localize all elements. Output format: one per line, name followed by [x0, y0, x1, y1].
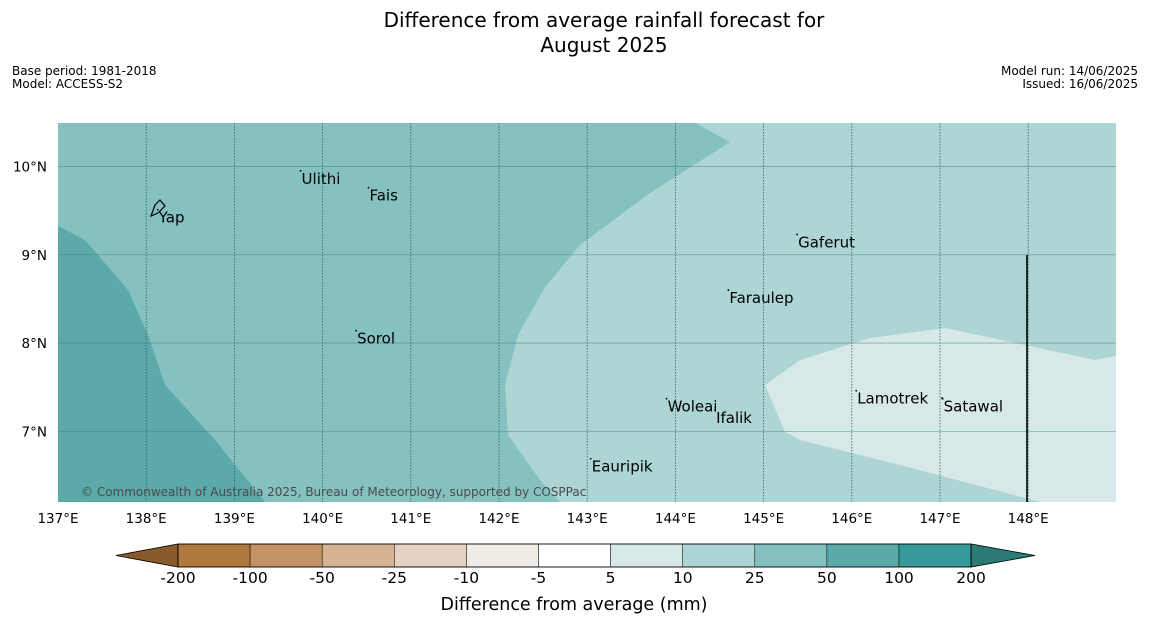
colorbar-tick-label: -10 [454, 569, 479, 587]
place-marker [589, 457, 592, 460]
place-label: Ifalik [716, 409, 752, 427]
place-label: Sorol [357, 330, 395, 348]
lon-label: 141°E [390, 511, 431, 527]
base-period-text: Base period: 1981-2018 [12, 64, 157, 78]
colorbar-segment [610, 543, 683, 568]
place-marker [855, 389, 858, 392]
places-layer: Ulithi Fais Yap Gaferut Faraulep Sorol Lamotre… [156, 169, 1003, 476]
colorbar-segment [754, 543, 828, 568]
colorbar-segment [394, 543, 467, 568]
colorbar-tick-label: 10 [673, 569, 693, 587]
run-info: Model run: 14/06/2025 Issued: 16/06/2025 [1001, 65, 1138, 90]
place-marker [299, 169, 302, 172]
place-label: Ulithi [302, 170, 341, 188]
lon-label: 148°E [1008, 511, 1049, 527]
islet-marker [941, 397, 943, 399]
colorbar-tick-label: 5 [606, 569, 616, 587]
lon-label: 146°E [831, 511, 872, 527]
colorbar-segment [826, 543, 900, 568]
colorbar-tick-label: 50 [817, 569, 837, 587]
grid-lines [58, 123, 1116, 502]
place-label: Eauripik [592, 458, 653, 476]
title-line-1: Difference from average rainfall forecas… [383, 8, 825, 32]
colorbar-segment [321, 543, 395, 568]
lon-label: 147°E [919, 511, 960, 527]
place-marker [367, 186, 370, 189]
lon-label: 138°E [126, 511, 167, 527]
place-label: Gaferut [798, 233, 855, 251]
colorbar-tick-label: -100 [233, 569, 268, 587]
lat-label: 7°N [22, 424, 47, 440]
lon-label: 140°E [302, 511, 343, 527]
base-info: Base period: 1981-2018 Model: ACCESS-S2 [12, 65, 157, 90]
lon-label: 142°E [478, 511, 519, 527]
colorbar-segment [538, 543, 611, 568]
colorbar-segment [898, 543, 972, 568]
place-label: Satawal [944, 398, 1003, 416]
colorbar-min-arrow [115, 543, 179, 568]
latitude-labels: 10°N 9°N 8°N 7°N [13, 159, 47, 440]
place-label: Lamotrek [857, 390, 928, 408]
colorbar-tick-label: 100 [884, 569, 914, 587]
colorbar-max-arrow [970, 543, 1036, 568]
colorbar-tick-label: -5 [531, 569, 546, 587]
colorbar-segment [466, 543, 539, 568]
place-marker [714, 409, 716, 412]
place-marker [796, 233, 799, 236]
colorbar-tick-label: -200 [160, 569, 195, 587]
place-label: Fais [369, 187, 398, 205]
colorbar-segment [177, 543, 251, 568]
colorbar: -200 -100 -50 -25 -10 -5 5 10 25 50 100 200 [115, 543, 1036, 587]
lat-label: 9°N [22, 248, 47, 264]
colorbar-segment [682, 543, 756, 568]
lon-label: 139°E [214, 511, 255, 527]
colorbar-tick-label: -25 [382, 569, 407, 587]
place-label: Yap [158, 209, 185, 227]
place-label: Woleai [668, 398, 718, 416]
lon-label: 143°E [567, 511, 608, 527]
model-run-text: Model run: 14/06/2025 [1000, 64, 1138, 78]
colorbar-tick-label: -50 [310, 569, 335, 587]
place-marker [156, 208, 159, 211]
region-5-10 [765, 328, 1116, 502]
colorbar-tick-label: 200 [956, 569, 986, 587]
colorbar-tick-label: 25 [745, 569, 765, 587]
colorbar-title: Difference from average (mm) [440, 595, 707, 615]
longitude-labels: 137°E 138°E 139°E 140°E 141°E 142°E 143°E 144°E… [37, 511, 1048, 527]
colorbar-frame [177, 543, 972, 568]
lon-label: 144°E [655, 511, 696, 527]
model-text: Model: ACCESS-S2 [12, 76, 124, 91]
lon-label: 137°E [37, 511, 78, 527]
lat-label: 10°N [13, 159, 47, 175]
place-marker [665, 397, 668, 400]
yap-island [149, 199, 166, 218]
lat-label: 8°N [22, 336, 47, 352]
lon-label: 145°E [743, 511, 784, 527]
colorbar-segment [249, 543, 323, 568]
chart-title: Difference from average rainfall forecas… [0, 8, 1150, 58]
map-area: Ulithi Fais Yap Gaferut Faraulep Sorol Lamotre… [58, 123, 1116, 502]
issued-text: Issued: 16/06/2025 [1022, 76, 1138, 91]
place-label: Faraulep [729, 289, 793, 307]
title-line-2: August 2025 [540, 33, 668, 57]
place-marker [355, 329, 358, 332]
copyright-text: © Commonwealth of Australia 2025, Bureau… [81, 485, 586, 499]
place-marker [727, 289, 730, 291]
